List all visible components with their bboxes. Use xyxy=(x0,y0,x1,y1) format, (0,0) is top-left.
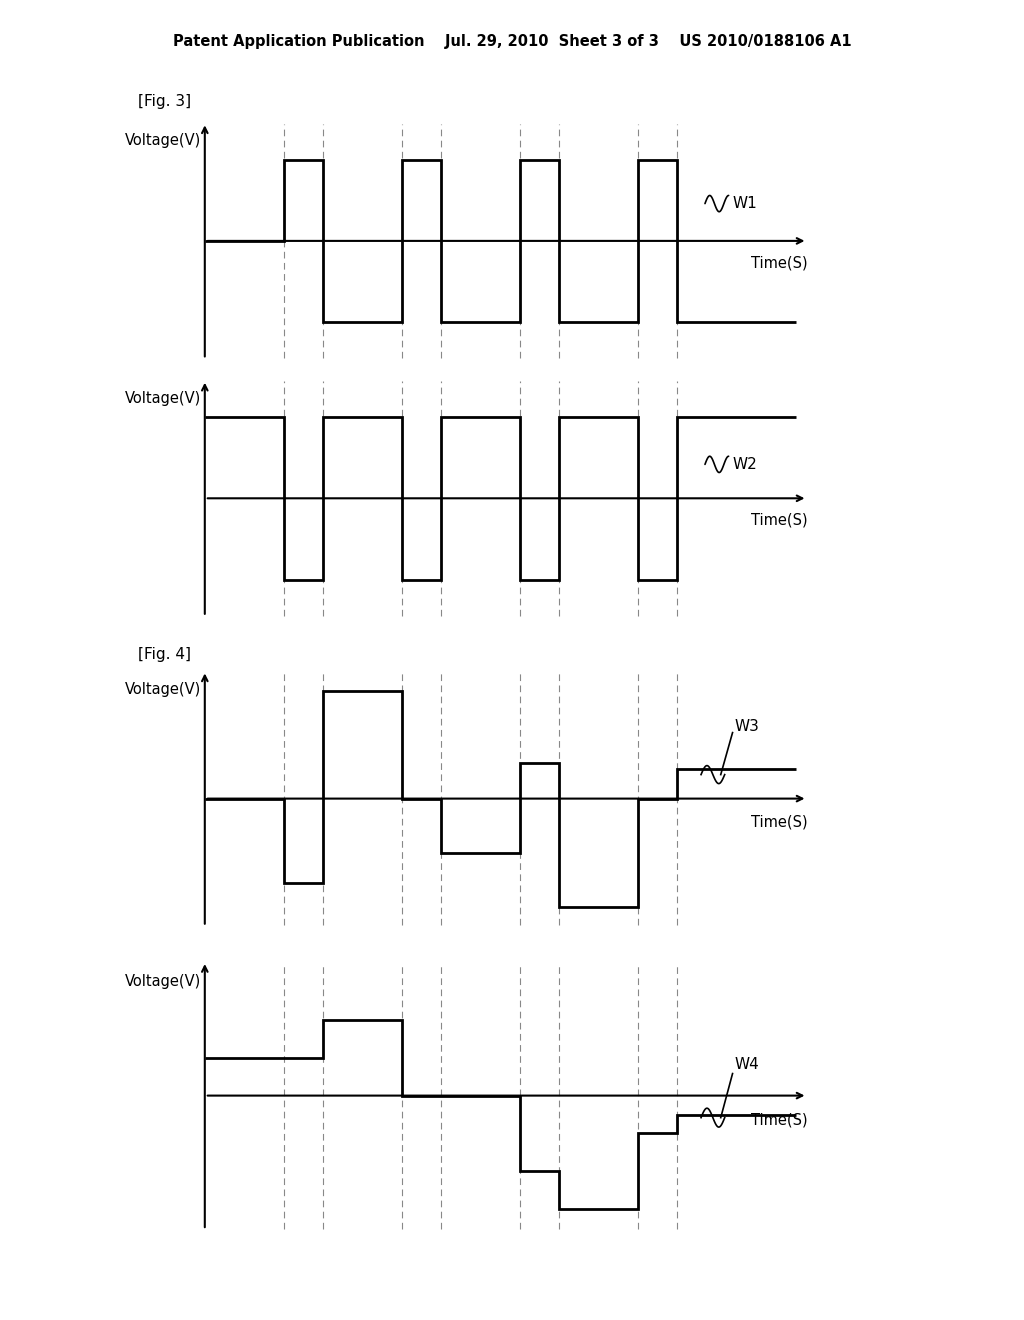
Text: Time(S): Time(S) xyxy=(751,814,807,829)
Text: W4: W4 xyxy=(734,1056,759,1072)
Text: [Fig. 4]: [Fig. 4] xyxy=(138,647,191,661)
Text: W3: W3 xyxy=(734,719,759,734)
Text: Voltage(V): Voltage(V) xyxy=(125,391,201,405)
Text: Voltage(V): Voltage(V) xyxy=(125,133,201,148)
Text: Voltage(V): Voltage(V) xyxy=(125,682,201,697)
Text: Time(S): Time(S) xyxy=(751,513,807,528)
Text: Time(S): Time(S) xyxy=(751,256,807,271)
Text: W2: W2 xyxy=(732,457,758,471)
Text: Time(S): Time(S) xyxy=(751,1113,807,1127)
Text: Voltage(V): Voltage(V) xyxy=(125,974,201,989)
Text: [Fig. 3]: [Fig. 3] xyxy=(138,94,191,108)
Text: Patent Application Publication    Jul. 29, 2010  Sheet 3 of 3    US 2010/0188106: Patent Application Publication Jul. 29, … xyxy=(173,34,851,49)
Text: W1: W1 xyxy=(732,197,758,211)
